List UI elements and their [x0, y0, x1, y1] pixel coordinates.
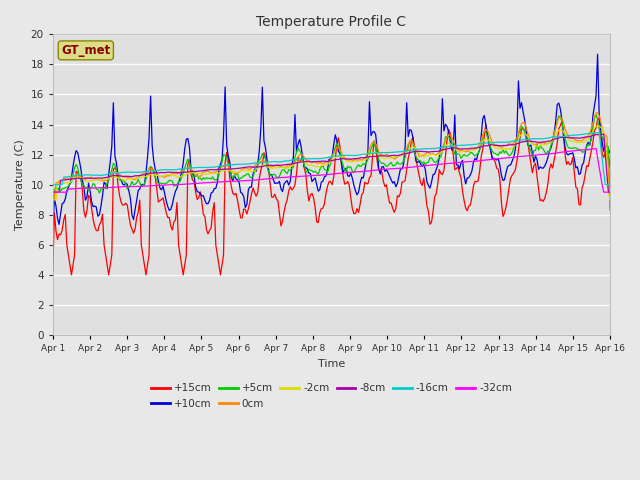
-32cm — [215, 179, 223, 185]
+15cm — [216, 272, 224, 278]
+5cm — [234, 171, 241, 177]
Line: +10cm: +10cm — [53, 54, 610, 230]
Line: -16cm: -16cm — [53, 132, 610, 185]
-8cm — [243, 164, 251, 170]
+10cm — [49, 227, 57, 233]
-32cm — [292, 174, 300, 180]
-8cm — [49, 189, 57, 195]
+10cm — [243, 202, 251, 207]
+5cm — [243, 171, 251, 177]
+15cm — [244, 206, 252, 212]
+10cm — [234, 177, 241, 183]
-2cm — [215, 170, 223, 176]
Line: -2cm: -2cm — [53, 126, 610, 200]
Line: 0cm: 0cm — [53, 113, 610, 200]
+15cm — [119, 202, 127, 208]
0cm — [243, 166, 251, 171]
X-axis label: Time: Time — [318, 359, 345, 369]
-2cm — [117, 176, 125, 181]
+5cm — [292, 149, 300, 155]
-32cm — [234, 178, 241, 184]
+15cm — [606, 164, 614, 169]
Text: GT_met: GT_met — [61, 44, 111, 57]
Line: +15cm: +15cm — [53, 118, 610, 275]
-8cm — [292, 160, 300, 166]
-2cm — [594, 123, 602, 129]
-16cm — [606, 182, 614, 188]
+15cm — [595, 115, 603, 121]
+10cm — [215, 166, 223, 171]
-16cm — [292, 156, 300, 162]
Legend: +15cm, +10cm, +5cm, 0cm, -2cm, -8cm, -16cm, -32cm: +15cm, +10cm, +5cm, 0cm, -2cm, -8cm, -16… — [147, 379, 516, 413]
-16cm — [117, 170, 125, 176]
-8cm — [117, 173, 125, 179]
0cm — [606, 197, 614, 203]
-32cm — [575, 147, 583, 153]
-16cm — [592, 130, 600, 135]
-8cm — [575, 135, 583, 141]
+5cm — [49, 212, 57, 217]
-2cm — [234, 169, 241, 175]
0cm — [592, 110, 600, 116]
0cm — [49, 197, 57, 203]
Title: Temperature Profile C: Temperature Profile C — [257, 15, 406, 29]
Line: -8cm: -8cm — [53, 134, 610, 192]
+5cm — [606, 207, 614, 213]
+15cm — [236, 206, 243, 212]
-16cm — [215, 164, 223, 169]
+10cm — [594, 51, 602, 57]
-32cm — [49, 189, 57, 195]
+15cm — [294, 154, 302, 160]
+15cm — [577, 202, 584, 208]
+10cm — [575, 171, 583, 177]
+5cm — [215, 172, 223, 178]
-32cm — [592, 145, 600, 151]
-2cm — [49, 197, 57, 203]
-2cm — [575, 139, 583, 145]
Y-axis label: Temperature (C): Temperature (C) — [15, 139, 25, 230]
0cm — [215, 167, 223, 173]
-8cm — [234, 166, 241, 171]
+5cm — [117, 178, 125, 184]
+15cm — [49, 268, 57, 274]
+10cm — [117, 177, 125, 183]
+10cm — [606, 150, 614, 156]
-16cm — [243, 161, 251, 167]
+15cm — [68, 272, 76, 278]
0cm — [117, 174, 125, 180]
Line: +5cm: +5cm — [53, 115, 610, 215]
-16cm — [575, 132, 583, 138]
-32cm — [243, 178, 251, 183]
-16cm — [49, 182, 57, 188]
+5cm — [592, 112, 600, 118]
-8cm — [215, 167, 223, 172]
-2cm — [243, 168, 251, 173]
+5cm — [575, 146, 583, 152]
-16cm — [234, 161, 241, 167]
0cm — [292, 156, 300, 162]
Line: -32cm: -32cm — [53, 148, 610, 192]
-32cm — [117, 184, 125, 190]
0cm — [234, 170, 241, 176]
-8cm — [606, 189, 614, 195]
-8cm — [598, 132, 606, 137]
-2cm — [292, 159, 300, 165]
0cm — [575, 138, 583, 144]
-2cm — [606, 197, 614, 203]
-32cm — [606, 189, 614, 195]
+10cm — [292, 149, 300, 155]
